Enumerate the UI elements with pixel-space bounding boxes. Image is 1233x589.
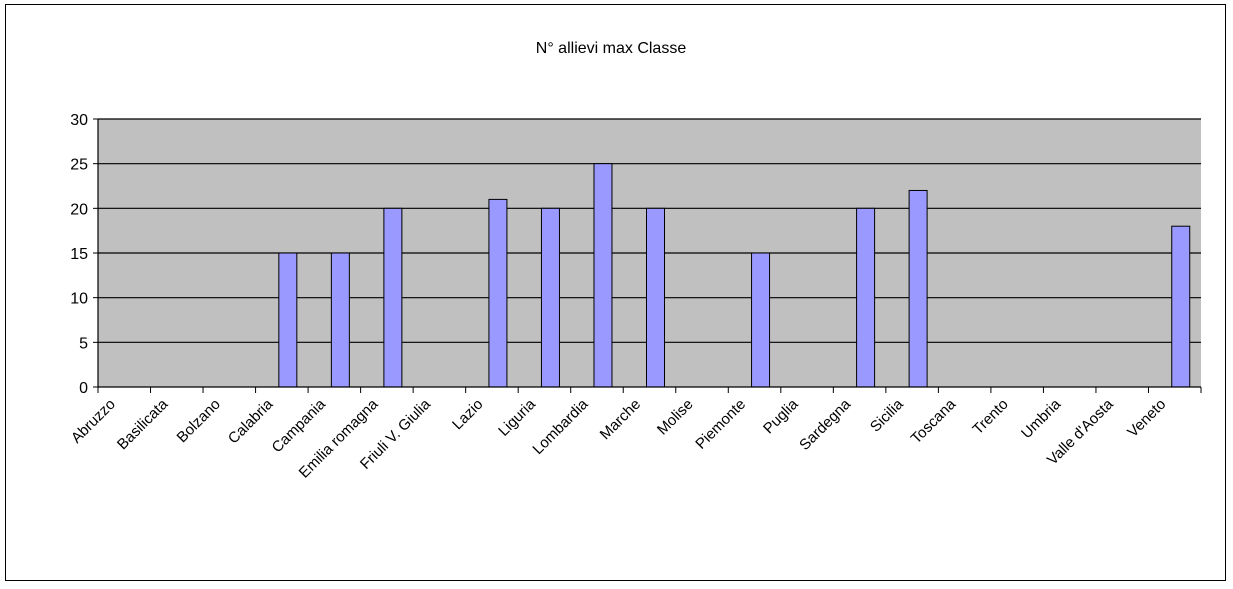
bar: [751, 252, 771, 388]
x-tick-label: Abruzzo: [68, 396, 119, 447]
bar: [540, 207, 560, 388]
bar: [1171, 225, 1191, 388]
bar: [856, 207, 876, 388]
bar: [488, 198, 508, 388]
chart-title: N° allievi max Classe: [536, 40, 687, 57]
x-tick-label: Toscana: [908, 395, 960, 447]
x-tick-label: Marche: [597, 396, 644, 443]
y-tick-label: 30: [70, 112, 88, 129]
y-tick-label: 10: [70, 291, 88, 308]
x-tick-label: Molise: [654, 396, 697, 439]
bar: [593, 163, 613, 388]
x-tick-label: Lazio: [449, 396, 486, 433]
x-tick-label: Basilicata: [114, 395, 172, 453]
chart-frame: N° allievi max Classe 0 5 10 15 20 25 30 Abruz…: [5, 4, 1226, 581]
x-tick-label: Piemonte: [692, 396, 749, 453]
bar: [330, 252, 350, 388]
bar-chart: N° allievi max Classe 0 5 10 15 20 25 30 Abruz…: [68, 40, 1202, 482]
x-tick-label: Sicilia: [867, 395, 907, 435]
y-tick-label: 15: [70, 246, 88, 263]
x-tick-label: Umbria: [1018, 395, 1065, 442]
y-tick-label: 0: [79, 380, 88, 397]
bar: [908, 189, 928, 388]
y-tick-label: 20: [70, 201, 88, 218]
x-tick-label: Puglia: [760, 395, 802, 437]
bar: [646, 207, 665, 388]
x-tick-label: Calabria: [225, 395, 277, 447]
x-tick-label: Lombardia: [529, 395, 592, 458]
x-tick-label: Sardegna: [796, 395, 854, 453]
y-tick-label: 25: [70, 157, 88, 174]
x-tick-label: Veneto: [1124, 396, 1169, 441]
bar: [383, 207, 403, 388]
bar: [278, 252, 298, 388]
x-tick-label: Bolzano: [174, 396, 224, 446]
y-tick-label: 5: [79, 335, 88, 352]
bars: [278, 163, 1191, 388]
y-tick-labels: 0 5 10 15 20 25 30: [70, 112, 88, 397]
x-tick-label: Liguria: [495, 395, 539, 439]
x-tick-label: Trento: [969, 396, 1011, 438]
axes: [93, 118, 1202, 393]
